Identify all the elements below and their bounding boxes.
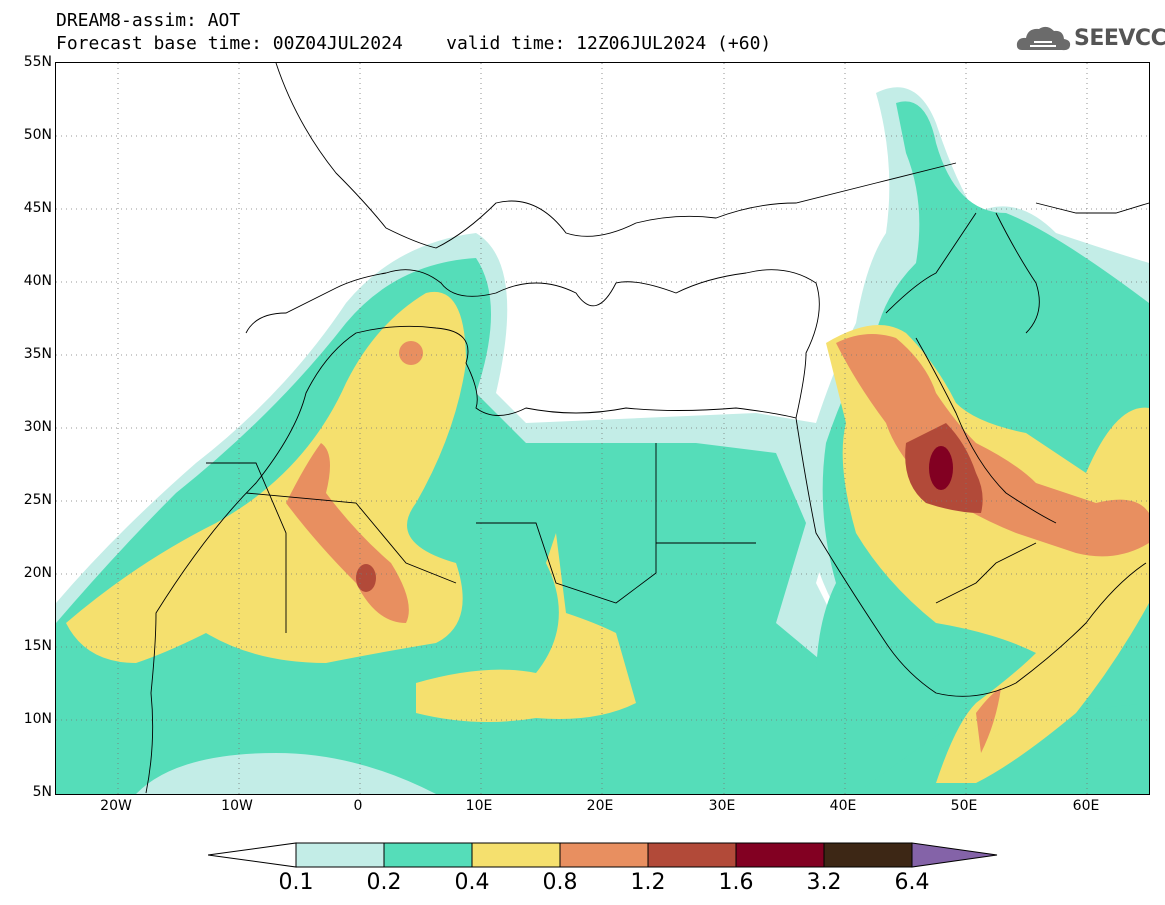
map-title: DREAM8-assim: AOT [56, 10, 241, 31]
colorbar-bin-4 [559, 842, 649, 868]
aot-region-horn-orange [976, 688, 1001, 753]
lat-label-50n: 50N [23, 127, 52, 143]
lon-label-40e: 40E [829, 798, 857, 814]
lon-label-60e: 60E [1072, 798, 1100, 814]
colorbar-label-1-6: 1.6 [718, 870, 754, 895]
aot-map [55, 62, 1150, 795]
aot-field-layer [56, 87, 1149, 794]
lat-label-5n: 5N [32, 784, 52, 800]
colorbar-max-arrow [911, 842, 998, 868]
aot-region-central-yellow [416, 533, 636, 722]
aot-region-east-orange [836, 334, 1149, 557]
gridlines [56, 63, 1149, 794]
lat-label-30n: 30N [23, 419, 52, 435]
colorbar-bin-6 [735, 842, 825, 868]
aot-region-sahel-orange [286, 443, 409, 623]
aot-colorbar [207, 842, 998, 868]
colorbar-bin-2 [383, 842, 473, 868]
aot-region-mali-dark [356, 564, 376, 592]
lat-label-15n: 15N [23, 638, 52, 654]
lat-label-40n: 40N [23, 273, 52, 289]
colorbar-min-arrow [207, 842, 297, 868]
lon-label-20w: 20W [100, 798, 132, 814]
lon-label-0: 0 [353, 798, 363, 814]
lat-label-45n: 45N [23, 200, 52, 216]
aot-region-gulf-maroon [929, 446, 953, 490]
lon-label-20e: 20E [586, 798, 614, 814]
colorbar-bin-3 [471, 842, 561, 868]
colorbar-bin-7 [823, 842, 913, 868]
colorbar-label-3-2: 3.2 [806, 870, 842, 895]
forecast-time-subtitle: Forecast base time: 00Z04JUL2024 valid t… [56, 33, 772, 54]
lat-label-55n: 55N [23, 54, 52, 70]
cloud-logo-icon [1016, 26, 1071, 51]
lat-label-25n: 25N [23, 492, 52, 508]
colorbar-label-0-8: 0.8 [542, 870, 578, 895]
lat-label-20n: 20N [23, 565, 52, 581]
colorbar-label-0-1: 0.1 [278, 870, 314, 895]
lon-label-50e: 50E [950, 798, 978, 814]
colorbar-label-6-4: 6.4 [894, 870, 930, 895]
aot-region-algeria-orange [399, 341, 423, 365]
colorbar-label-0-2: 0.2 [366, 870, 402, 895]
logo-text: SEEVCCC [1074, 26, 1165, 51]
colorbar-label-1-2: 1.2 [630, 870, 666, 895]
colorbar-label-0-4: 0.4 [454, 870, 490, 895]
colorbar-bin-5 [647, 842, 737, 868]
lon-label-10e: 10E [465, 798, 493, 814]
lat-label-10n: 10N [23, 711, 52, 727]
lon-label-10w: 10W [221, 798, 253, 814]
coastlines-borders [145, 63, 1149, 794]
seevccc-logo: SEEVCCC [1016, 22, 1165, 56]
lon-label-30e: 30E [708, 798, 736, 814]
colorbar-bin-1 [295, 842, 385, 868]
lat-label-35n: 35N [23, 346, 52, 362]
